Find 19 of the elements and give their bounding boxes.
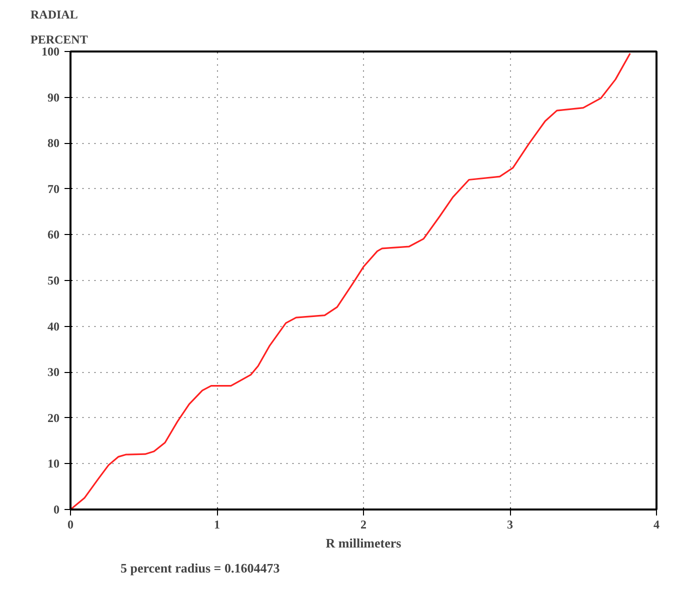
x-tick-label: 3 <box>507 518 513 532</box>
x-tick-label: 2 <box>360 518 366 532</box>
x-tick-label: 1 <box>214 518 220 532</box>
y-tick-label: 50 <box>48 274 60 288</box>
y-tick-label: 30 <box>48 365 60 380</box>
x-axis-title: R millimeters <box>326 536 402 550</box>
y-tick-label: 60 <box>48 228 60 242</box>
y-tick-label: 10 <box>48 456 60 471</box>
y-tick-label: 70 <box>48 182 60 196</box>
x-tick-label: 4 <box>654 518 660 532</box>
y-axis-title: RADIAL PERCENT <box>30 7 88 46</box>
y-tick-label: 40 <box>48 319 60 334</box>
y-tick-label: 20 <box>48 410 60 425</box>
text: 5 percent radius = 0.1604473 <box>120 560 280 576</box>
y-tick-label: 0 <box>54 502 60 516</box>
y-tick-label: 80 <box>48 136 60 150</box>
y-tick-label: 90 <box>48 90 60 104</box>
y-tick-label: 100 <box>42 44 60 58</box>
x-tick-label: 0 <box>68 518 74 532</box>
